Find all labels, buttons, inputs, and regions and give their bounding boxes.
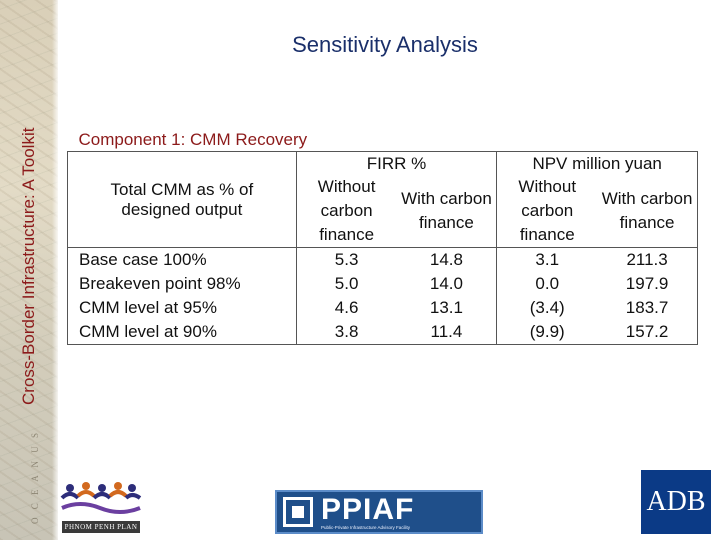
cell-npv-with: 157.2 <box>597 320 699 345</box>
cell-npv-with: 183.7 <box>597 296 699 320</box>
cell-npv-without: (9.9) <box>496 320 598 345</box>
ppiaf-mark-icon <box>283 497 313 527</box>
table-row: Base case 100% 5.3 14.8 3.1 211.3 <box>67 247 699 272</box>
cell-firr-with: 14.8 <box>396 247 498 272</box>
row-label: Base case 100% <box>67 247 297 272</box>
adb-wordmark: ADB <box>646 486 706 517</box>
people-figures-icon <box>60 482 142 514</box>
cell-npv-with: 197.9 <box>597 272 699 296</box>
sensitivity-table: Component 1: CMM Recovery Total CMM as %… <box>67 129 699 345</box>
component-row: Component 1: CMM Recovery <box>68 129 698 152</box>
component-label: Component 1: CMM Recovery <box>78 130 308 149</box>
cell-firr-with: 14.0 <box>396 272 498 296</box>
subheader-npv-with: With carbon finance <box>597 175 699 248</box>
adb-logo: ADB <box>641 470 711 534</box>
ppiaf-logo: PPIAF Public-Private Infrastructure Advi… <box>275 490 483 534</box>
cell-npv-without: 0.0 <box>535 274 560 293</box>
group-header-row: Total CMM as % of designed output FIRR %… <box>67 151 698 248</box>
cell-firr-without: 5.0 <box>334 274 359 293</box>
phnom-penh-plan-logo <box>60 482 142 514</box>
cell-firr-with: 11.4 <box>396 320 498 345</box>
cell-npv-with: 211.3 <box>597 247 699 272</box>
table-row: Breakeven point 98% 5.0 14.0 0.0 197.9 <box>67 272 699 296</box>
cell-firr-without: 3.8 <box>296 320 397 345</box>
subheader-npv-without: Without carbon finance <box>518 177 577 244</box>
row-label: CMM level at 90% <box>67 320 297 345</box>
group-header-npv: NPV million yuan <box>496 151 698 175</box>
table-row: CMM level at 95% 4.6 13.1 (3.4) 183.7 <box>67 296 699 320</box>
row-label: Breakeven point 98% <box>67 272 297 296</box>
map-decoration-strip <box>0 0 58 540</box>
ppiaf-wordmark: PPIAF <box>321 493 415 526</box>
row-header-label: Total CMM as % of designed output <box>110 179 254 219</box>
side-title: Cross-Border Infrastructure: A Toolkit <box>19 127 38 405</box>
slide-title: Sensitivity Analysis <box>292 32 478 57</box>
row-header-cell: Total CMM as % of designed output <box>67 151 297 248</box>
cell-npv-without: 3.1 <box>496 247 598 272</box>
group-header-firr: FIRR % <box>296 151 498 175</box>
subheader-row: Without carbon finance With carbon finan… <box>68 175 699 248</box>
subheader-firr-with: With carbon finance <box>396 175 498 248</box>
cell-npv-without: (3.4) <box>529 298 565 317</box>
ppiaf-subtitle: Public-Private Infrastructure Advisory F… <box>321 525 411 530</box>
cell-firr-with: 13.1 <box>396 296 498 320</box>
cell-firr-without: 5.3 <box>296 247 397 272</box>
row-label: CMM level at 95% <box>67 296 297 320</box>
left-logo-text: PHNOM PENH PLAN <box>62 521 140 533</box>
table-row: CMM level at 90% 3.8 11.4 (9.9) 157.2 <box>67 320 699 345</box>
subheader-firr-without: Without carbon finance <box>317 177 376 244</box>
cell-firr-without: 4.6 <box>334 298 359 317</box>
